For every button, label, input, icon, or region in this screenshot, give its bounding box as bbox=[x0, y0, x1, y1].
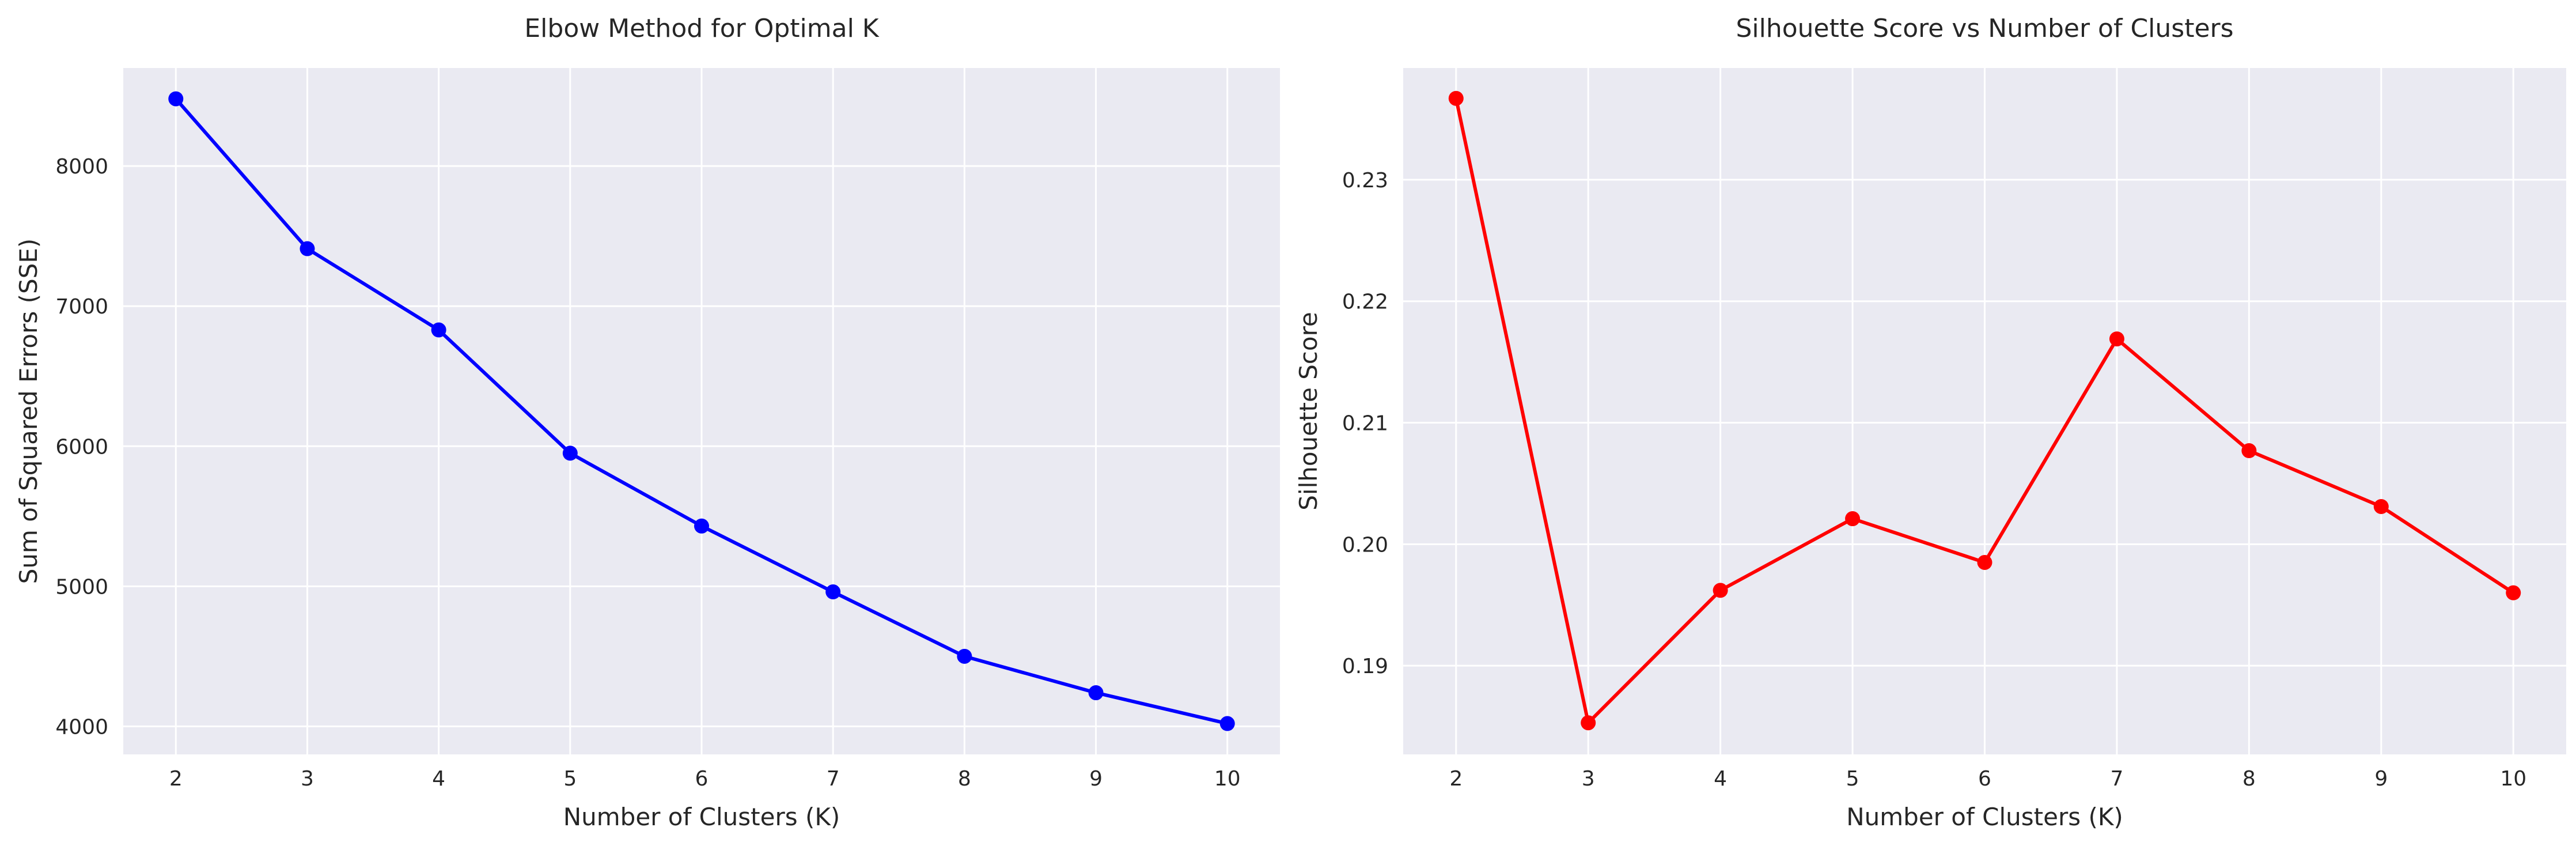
elbow-data-point bbox=[957, 648, 972, 664]
elbow-y-tick-label: 6000 bbox=[55, 435, 108, 459]
elbow-chart-title: Elbow Method for Optimal K bbox=[524, 14, 879, 43]
silhouette-y-tick-label: 0.22 bbox=[1342, 290, 1388, 314]
silhouette-data-point bbox=[2241, 443, 2257, 459]
elbow-x-axis-label: Number of Clusters (K) bbox=[563, 803, 840, 831]
elbow-x-tick-label: 10 bbox=[1214, 767, 1241, 791]
elbow-x-tick-label: 2 bbox=[169, 767, 183, 791]
silhouette-x-axis-label: Number of Clusters (K) bbox=[1846, 803, 2123, 831]
silhouette-x-ticks: 2 3 4 5 6 7 8 9 10 bbox=[1449, 767, 2526, 791]
silhouette-x-tick-label: 2 bbox=[1449, 767, 1463, 791]
silhouette-data-point bbox=[1713, 583, 1728, 598]
silhouette-x-tick-label: 9 bbox=[2374, 767, 2388, 791]
silhouette-data-point bbox=[1581, 715, 1596, 731]
silhouette-data-point bbox=[2373, 498, 2389, 514]
silhouette-y-tick-label: 0.23 bbox=[1342, 169, 1388, 192]
silhouette-y-ticks: 0.19 0.20 0.21 0.22 0.23 bbox=[1342, 169, 1388, 678]
silhouette-x-tick-label: 7 bbox=[2110, 767, 2123, 791]
silhouette-y-tick-label: 0.21 bbox=[1342, 412, 1388, 436]
elbow-y-tick-label: 5000 bbox=[55, 575, 108, 599]
elbow-chart: 2 3 4 5 6 7 8 9 10 4000 5000 6000 7000 8000 Elbow Me… bbox=[14, 14, 1280, 831]
elbow-y-tick-label: 4000 bbox=[55, 715, 108, 739]
silhouette-y-tick-label: 0.19 bbox=[1342, 655, 1388, 678]
elbow-y-ticks: 4000 5000 6000 7000 8000 bbox=[55, 155, 108, 739]
silhouette-x-tick-label: 10 bbox=[2500, 767, 2526, 791]
elbow-y-axis-label: Sum of Squared Errors (SSE) bbox=[14, 239, 43, 584]
silhouette-x-tick-label: 5 bbox=[1846, 767, 1859, 791]
silhouette-data-point bbox=[1448, 90, 1464, 106]
elbow-data-point bbox=[1219, 716, 1235, 731]
elbow-data-point bbox=[1088, 685, 1104, 701]
silhouette-y-tick-label: 0.20 bbox=[1342, 533, 1388, 557]
silhouette-chart-title: Silhouette Score vs Number of Clusters bbox=[1736, 14, 2233, 43]
elbow-y-tick-label: 7000 bbox=[55, 295, 108, 319]
elbow-data-point bbox=[825, 584, 841, 600]
silhouette-data-point bbox=[2506, 585, 2521, 600]
elbow-x-tick-label: 5 bbox=[563, 767, 577, 791]
elbow-y-tick-label: 8000 bbox=[55, 155, 108, 179]
elbow-data-point bbox=[300, 241, 315, 256]
elbow-data-point bbox=[694, 518, 709, 534]
silhouette-data-point bbox=[1977, 554, 1992, 570]
silhouette-chart: 2 3 4 5 6 7 8 9 10 0.19 0.20 0.21 0.22 0.23 Silhouet… bbox=[1294, 14, 2566, 831]
elbow-x-tick-label: 6 bbox=[695, 767, 709, 791]
silhouette-y-axis-label: Silhouette Score bbox=[1294, 312, 1323, 511]
elbow-x-tick-label: 7 bbox=[827, 767, 840, 791]
silhouette-grid bbox=[1403, 68, 2566, 754]
elbow-grid bbox=[123, 68, 1280, 754]
elbow-x-tick-label: 9 bbox=[1089, 767, 1103, 791]
elbow-x-tick-label: 8 bbox=[958, 767, 971, 791]
silhouette-x-tick-label: 8 bbox=[2242, 767, 2256, 791]
silhouette-x-tick-label: 6 bbox=[1978, 767, 1991, 791]
elbow-x-tick-label: 4 bbox=[432, 767, 445, 791]
silhouette-x-tick-label: 3 bbox=[1582, 767, 1595, 791]
silhouette-series bbox=[1448, 90, 2521, 731]
silhouette-data-point bbox=[2109, 331, 2124, 347]
elbow-data-point bbox=[562, 445, 578, 461]
elbow-series bbox=[168, 91, 1235, 731]
silhouette-x-tick-label: 4 bbox=[1714, 767, 1727, 791]
elbow-data-point bbox=[431, 322, 446, 338]
elbow-x-tick-label: 3 bbox=[301, 767, 314, 791]
elbow-x-ticks: 2 3 4 5 6 7 8 9 10 bbox=[169, 767, 1241, 791]
silhouette-data-point bbox=[1845, 511, 1861, 527]
elbow-data-point bbox=[168, 91, 184, 107]
